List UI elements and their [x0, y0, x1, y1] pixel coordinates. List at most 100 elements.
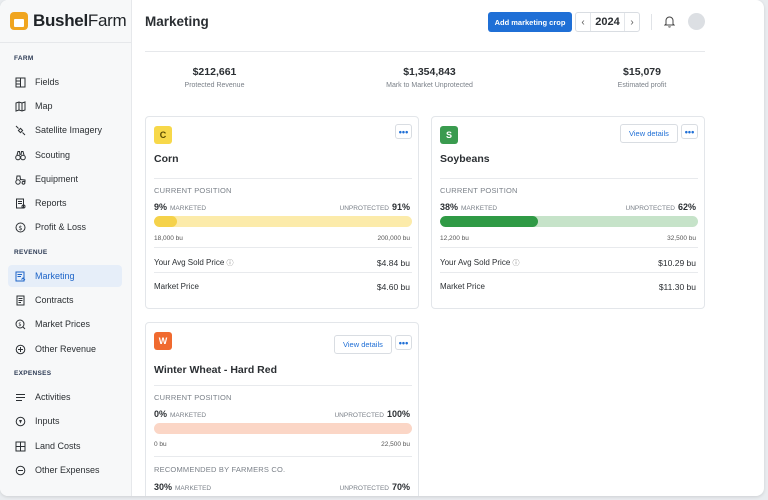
marketed-percent: 0% MARKETED — [154, 409, 207, 419]
bushels-marketed: 12,200 bu — [440, 235, 469, 242]
divider — [154, 456, 412, 457]
current-position-label: CURRENT POSITION — [440, 186, 518, 195]
bushels-marketed: 0 bu — [154, 441, 167, 448]
section-header-revenue: REVENUE — [14, 249, 48, 256]
bell-icon[interactable] — [663, 15, 676, 29]
logo[interactable]: BushelFarm — [10, 10, 127, 32]
stat-label: Estimated profit — [617, 82, 667, 89]
view-details-button[interactable]: View details — [620, 124, 678, 143]
sidebar-item-fields[interactable]: Fields — [8, 71, 122, 93]
year-value: 2024 — [590, 13, 625, 31]
sidebar-item-label: Inputs — [35, 416, 60, 426]
stat-label: Protected Revenue — [184, 82, 245, 89]
sidebar-item-inputs[interactable]: Inputs — [8, 410, 122, 432]
divider — [651, 14, 652, 30]
expense-icon — [14, 464, 26, 476]
current-position-label: CURRENT POSITION — [154, 186, 232, 195]
bushels-total: 200,000 bu — [377, 235, 410, 242]
market-price-value: $4.60 bu — [376, 282, 410, 292]
divider — [0, 42, 132, 43]
bushels-total: 32,500 bu — [667, 235, 696, 242]
sidebar-item-label: Activities — [35, 392, 71, 402]
sidebar-item-satellite-imagery[interactable]: Satellite Imagery — [8, 119, 122, 141]
avg-sold-price-value: $10.29 bu — [658, 258, 696, 268]
progress-fill — [154, 216, 178, 227]
unprotected-percent: UNPROTECTED 100% — [334, 409, 410, 419]
position-progress-bar — [440, 216, 698, 227]
sidebar-item-label: Map — [35, 101, 53, 111]
svg-text:$: $ — [18, 322, 21, 328]
sidebar-item-scouting[interactable]: Scouting — [8, 144, 122, 166]
svg-text:$: $ — [18, 224, 22, 232]
marketed-percent: 38% MARKETED — [440, 202, 498, 212]
sidebar-item-map[interactable]: Map — [8, 95, 122, 117]
report-icon — [14, 197, 26, 209]
activities-icon — [14, 391, 26, 403]
sidebar-item-label: Reports — [35, 198, 67, 208]
binoculars-icon — [14, 149, 26, 161]
stat-mark-to-market: $1,354,843 Mark to Market Unprotected — [367, 66, 492, 89]
crop-card-corn: C ••• Corn CURRENT POSITION 9% MARKETED U… — [145, 116, 419, 309]
progress-fill — [440, 216, 539, 227]
stat-protected-revenue: $212,661 Protected Revenue — [172, 66, 257, 89]
sidebar-item-label: Other Revenue — [35, 344, 97, 354]
crop-name: Winter Wheat - Hard Red — [154, 364, 277, 376]
recommended-label: RECOMMENDED BY FARMERS CO. — [154, 465, 286, 474]
crop-badge: W — [154, 332, 172, 350]
map-icon — [14, 100, 26, 112]
avatar[interactable] — [688, 13, 705, 30]
info-icon[interactable]: ⓘ — [226, 260, 234, 267]
unprotected-percent: UNPROTECTED 91% — [339, 202, 411, 212]
brand-name: BushelFarm — [33, 11, 127, 30]
sidebar-item-label: Satellite Imagery — [35, 125, 103, 135]
divider — [154, 272, 412, 273]
sidebar-item-other-expenses[interactable]: Other Expenses — [8, 459, 122, 481]
sidebar-item-label: Equipment — [35, 174, 79, 184]
unprotected-percent: UNPROTECTED 62% — [625, 202, 697, 212]
add-marketing-crop-button[interactable]: Add marketing crop — [488, 12, 572, 32]
view-details-button[interactable]: View details — [334, 335, 392, 354]
sidebar-item-contracts[interactable]: Contracts — [8, 289, 122, 311]
stat-value: $15,079 — [623, 66, 661, 78]
sidebar-item-label: Profit & Loss — [35, 222, 87, 232]
recommended-unprotected-percent: UNPROTECTED 70% — [339, 482, 411, 492]
sidebar-item-label: Land Costs — [35, 441, 81, 451]
sidebar-item-other-revenue[interactable]: Other Revenue — [8, 338, 122, 360]
crop-name: Corn — [154, 153, 179, 165]
sidebar-item-activities[interactable]: Activities — [8, 386, 122, 408]
main-content: Marketing Add marketing crop ‹ 2024 › $2… — [132, 0, 764, 496]
sidebar-item-label: Market Prices — [35, 319, 91, 329]
recommended-marketed-percent: 30% MARKETED — [154, 482, 212, 492]
bushels-marketed: 18,000 bu — [154, 235, 183, 242]
divider — [440, 178, 698, 179]
sidebar-item-label: Other Expenses — [35, 465, 100, 475]
more-options-icon[interactable]: ••• — [681, 124, 698, 139]
avg-sold-price-value: $4.84 bu — [376, 258, 410, 268]
crop-card-soybeans: S View details ••• Soybeans CURRENT POSI… — [431, 116, 705, 309]
divider — [154, 385, 412, 386]
more-options-icon[interactable]: ••• — [395, 124, 412, 139]
chevron-right-icon[interactable]: › — [630, 16, 634, 28]
year-selector: ‹ 2024 › — [575, 12, 640, 32]
divider — [154, 178, 412, 179]
more-options-icon[interactable]: ••• — [395, 335, 412, 350]
sidebar-item-profit-loss[interactable]: $ Profit & Loss — [8, 216, 122, 238]
sidebar-item-label: Marketing — [35, 271, 75, 281]
divider — [154, 247, 412, 248]
revenue-icon — [14, 343, 26, 355]
price-tag-icon: $ — [14, 318, 26, 330]
chevron-left-icon[interactable]: ‹ — [581, 16, 585, 28]
bushels-total: 22,500 bu — [381, 441, 410, 448]
sidebar-item-land-costs[interactable]: Land Costs — [8, 435, 122, 457]
sidebar: BushelFarm FARM Fields Map Satellite Ima… — [0, 0, 132, 496]
crop-badge: C — [154, 126, 172, 144]
sidebar-item-equipment[interactable]: Equipment — [8, 168, 122, 190]
sidebar-item-marketing[interactable]: Marketing — [8, 265, 122, 287]
info-icon[interactable]: ⓘ — [512, 260, 520, 267]
sidebar-item-reports[interactable]: Reports — [8, 192, 122, 214]
marketed-percent: 9% MARKETED — [154, 202, 207, 212]
sidebar-item-market-prices[interactable]: $ Market Prices — [8, 313, 122, 335]
divider — [145, 51, 705, 52]
page-title: Marketing — [145, 14, 209, 29]
